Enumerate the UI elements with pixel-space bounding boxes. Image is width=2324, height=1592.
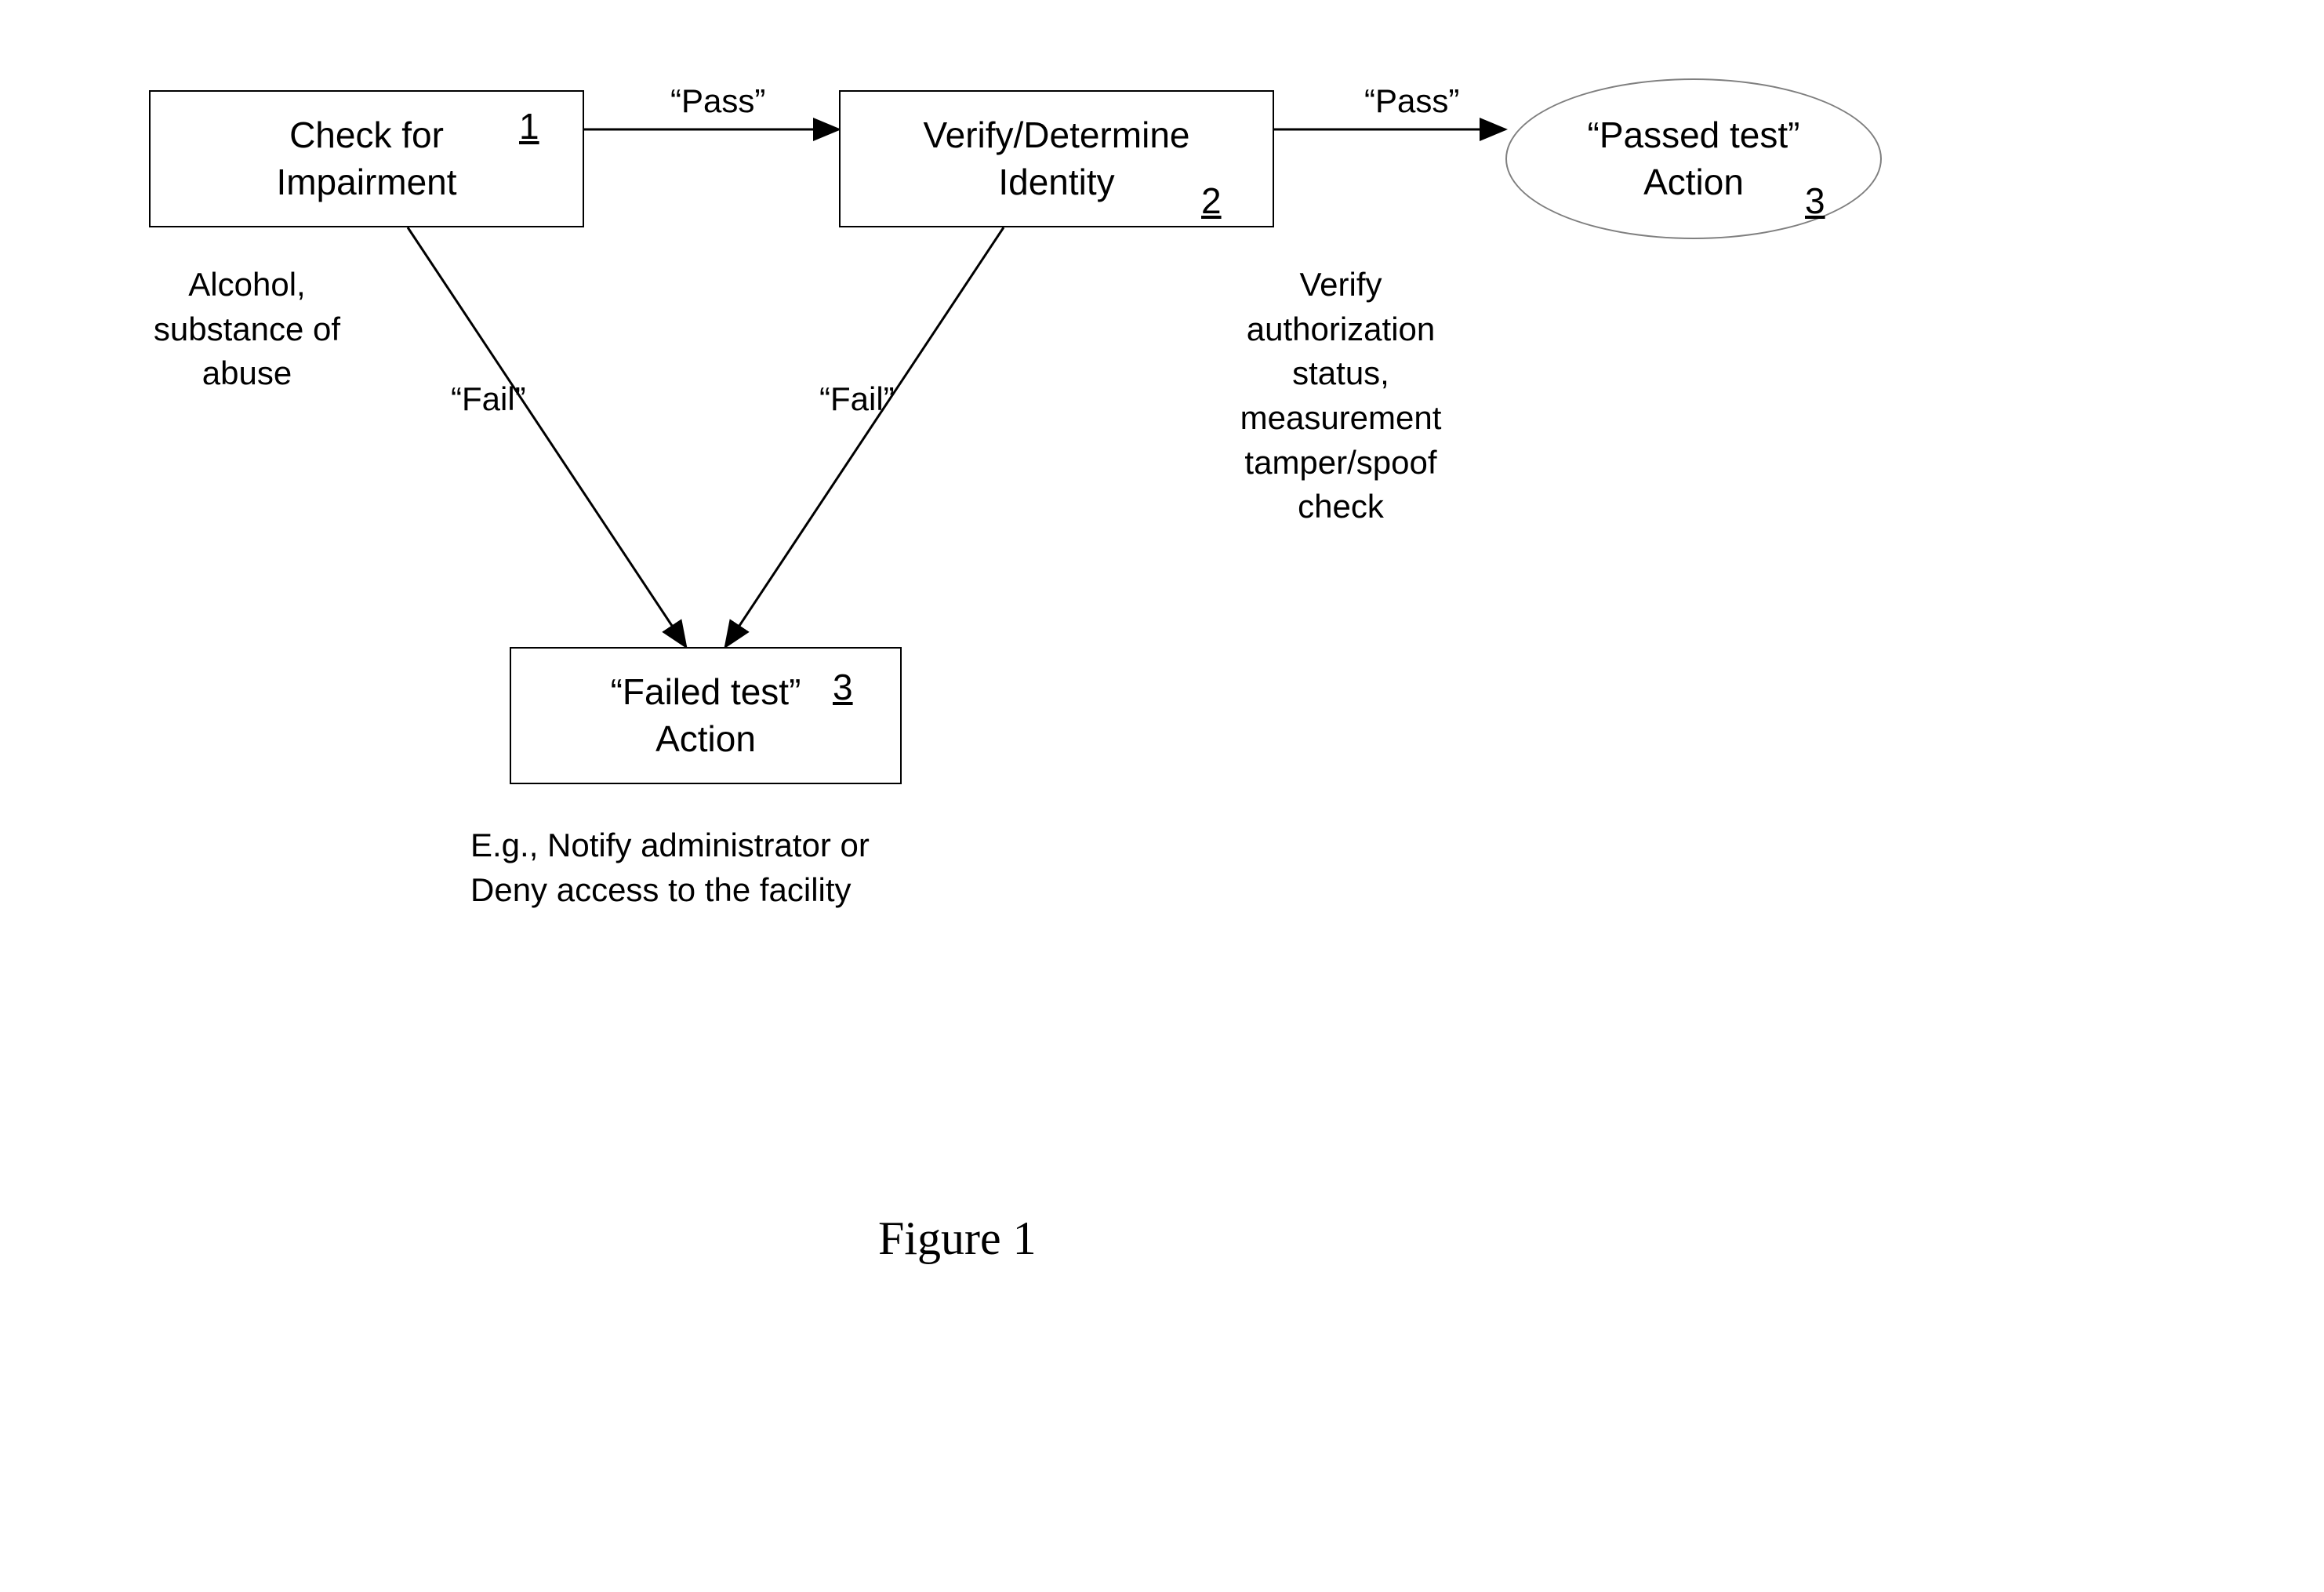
edge-label-pass-1: “Pass” <box>670 82 765 120</box>
node-text: Verify/Determine Identity <box>923 112 1189 206</box>
node-check-impairment: Check for Impairment 1 <box>149 90 584 227</box>
flowchart-arrows-layer <box>0 0 2324 1592</box>
edge-label-fail-2: “Fail” <box>819 380 895 418</box>
node-text: “Failed test” Action <box>611 669 801 763</box>
node-number: 3 <box>1805 178 1825 225</box>
node-failed-test-action: “Failed test” Action 3 <box>510 647 902 784</box>
node-text: Check for Impairment <box>276 112 456 206</box>
figure-caption: Figure 1 <box>878 1212 1037 1266</box>
node-passed-test-action: “Passed test” Action 3 <box>1505 78 1882 239</box>
annotation-verify-authorization: Verify authorization status, measurement… <box>1219 263 1462 529</box>
edge-label-pass-2: “Pass” <box>1364 82 1459 120</box>
annotation-alcohol: Alcohol, substance of abuse <box>137 263 357 396</box>
flowchart-diagram: Check for Impairment 1 Verify/Determine … <box>0 0 2324 1592</box>
node-number: 2 <box>1201 178 1222 225</box>
annotation-failed-example: E.g., Notify administrator or Deny acces… <box>470 823 972 912</box>
node-verify-identity: Verify/Determine Identity 2 <box>839 90 1274 227</box>
node-number: 1 <box>519 104 539 151</box>
node-text: “Passed test” Action <box>1588 112 1800 206</box>
edge-label-fail-1: “Fail” <box>451 380 526 418</box>
node-number: 3 <box>833 664 853 711</box>
